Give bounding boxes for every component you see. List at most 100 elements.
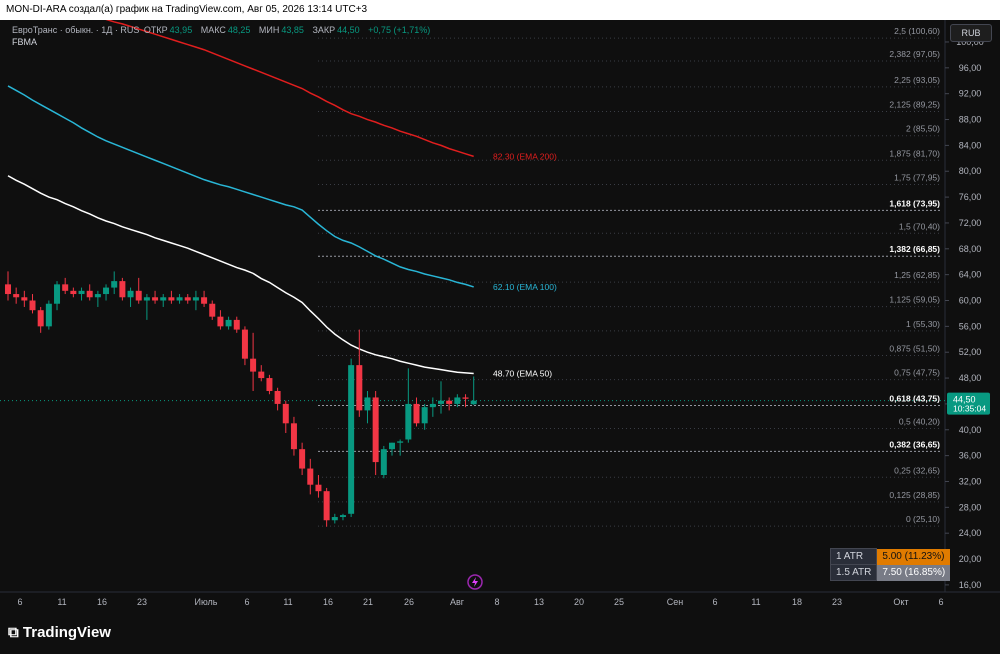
x-tick-label: 11 xyxy=(283,597,292,607)
candle-body xyxy=(323,491,330,521)
candle-body xyxy=(37,310,44,327)
candle-body xyxy=(241,329,248,359)
candle-body xyxy=(29,300,36,311)
x-tick-label: 16 xyxy=(323,597,333,607)
fib-label: 1 (55,30) xyxy=(906,319,940,329)
candle-body xyxy=(176,297,183,301)
candle-body xyxy=(438,400,445,404)
x-tick-label: Сен xyxy=(667,597,684,607)
candle-body xyxy=(429,403,436,408)
candle-body xyxy=(348,365,355,514)
candle-body xyxy=(266,378,273,391)
candle-body xyxy=(54,284,61,304)
x-tick-label: 6 xyxy=(17,597,22,607)
x-tick-label: 26 xyxy=(404,597,414,607)
candle-body xyxy=(127,290,134,298)
x-tick-label: 25 xyxy=(614,597,624,607)
y-tick-label: 48,00 xyxy=(959,373,982,383)
fib-label: 0,875 (51,50) xyxy=(889,343,940,353)
ema-line xyxy=(7,175,474,375)
candle-body xyxy=(225,319,232,327)
y-tick-label: 64,00 xyxy=(959,270,982,280)
x-tick-label: Авг xyxy=(450,597,465,607)
legend: ЕвроТранс · обыкн. · 1Д · RUS ОТКР 43,95 … xyxy=(12,24,436,48)
candle-body xyxy=(209,303,216,317)
fib-label: 0,25 (32,65) xyxy=(894,465,940,475)
candle-body xyxy=(45,303,52,327)
y-tick-label: 68,00 xyxy=(959,244,982,254)
x-tick-label: 13 xyxy=(534,597,544,607)
currency-button[interactable]: RUB xyxy=(950,24,992,42)
candle-body xyxy=(160,297,167,301)
y-tick-label: 56,00 xyxy=(959,321,982,331)
y-tick-label: 60,00 xyxy=(959,296,982,306)
candle-body xyxy=(94,294,101,298)
candle-body xyxy=(380,449,387,476)
candle-body xyxy=(470,400,477,405)
high-label: МАКС xyxy=(200,25,226,35)
x-tick-label: 11 xyxy=(57,597,66,607)
candle-body xyxy=(331,517,338,521)
ema-line xyxy=(7,85,474,288)
fib-label: 0,5 (40,20) xyxy=(899,416,940,426)
candle-body xyxy=(258,371,265,379)
close: 44,50 xyxy=(337,25,360,35)
candle-body xyxy=(299,449,306,469)
x-tick-label: Июль xyxy=(195,597,218,607)
candle-body xyxy=(135,290,142,301)
candle-body xyxy=(282,403,289,424)
brand-name: TradingView xyxy=(22,624,111,641)
x-tick-label: 23 xyxy=(832,597,842,607)
atr-name: 1 ATR xyxy=(829,548,878,565)
candle-body xyxy=(86,290,93,298)
fib-label: 0,75 (47,75) xyxy=(894,368,940,378)
fib-label: 2,125 (89,25) xyxy=(889,99,940,109)
candle-body xyxy=(21,297,28,301)
candle-body xyxy=(388,442,395,450)
close-label: ЗАКР xyxy=(312,25,336,35)
candle-body xyxy=(356,365,363,411)
fib-label: 1,25 (62,85) xyxy=(894,270,940,280)
candle-body xyxy=(233,319,240,330)
x-tick-label: 18 xyxy=(792,597,802,607)
top-bar: MON-DI-ARA создал(а) график на TradingVi… xyxy=(0,0,1000,20)
indicator: FBMA xyxy=(12,37,38,47)
x-tick-label: 21 xyxy=(363,597,373,607)
y-tick-label: 32,00 xyxy=(959,476,982,486)
event-icon[interactable] xyxy=(467,574,483,590)
candle-body xyxy=(168,297,175,301)
high: 48,25 xyxy=(227,25,251,35)
fib-label: 0 (25,10) xyxy=(906,514,940,524)
x-tick-label: 6 xyxy=(712,597,717,607)
atr-value: 7.50 (16.85%) xyxy=(876,564,951,581)
y-tick-label: 52,00 xyxy=(959,347,982,357)
candle-body xyxy=(421,407,428,424)
candle-body xyxy=(143,297,150,301)
candle-body xyxy=(111,281,118,288)
candle-body xyxy=(5,284,11,295)
candle-body xyxy=(454,397,461,404)
fib-label: 2 (85,50) xyxy=(906,124,940,134)
x-tick-label: Окт xyxy=(893,597,908,607)
brand: ⧉ TradingView xyxy=(8,624,111,641)
candle-body xyxy=(192,297,199,301)
open: 43,95 xyxy=(169,25,193,35)
atr-value: 5.00 (11.23%) xyxy=(876,548,951,565)
fib-label: 0,125 (28,85) xyxy=(889,490,940,500)
fib-label: 1,382 (66,85) xyxy=(889,244,940,254)
change: +0,75 (+1,71%) xyxy=(368,25,431,35)
candle-body xyxy=(364,397,371,411)
price-tag-value: 44,50 xyxy=(953,395,976,405)
fib-label: 1,125 (59,05) xyxy=(889,295,940,305)
y-tick-label: 20,00 xyxy=(959,554,982,564)
candle-body xyxy=(274,390,281,404)
candle-body xyxy=(339,515,346,518)
low: 43,85 xyxy=(281,25,304,35)
y-tick-label: 92,00 xyxy=(959,89,982,99)
atr-table: 1 ATR 5.00 (11.23%) 1.5 ATR 7.50 (16.85%) xyxy=(829,548,951,581)
y-tick-label: 40,00 xyxy=(959,425,982,435)
y-tick-label: 72,00 xyxy=(959,218,982,228)
y-tick-label: 88,00 xyxy=(959,115,982,125)
